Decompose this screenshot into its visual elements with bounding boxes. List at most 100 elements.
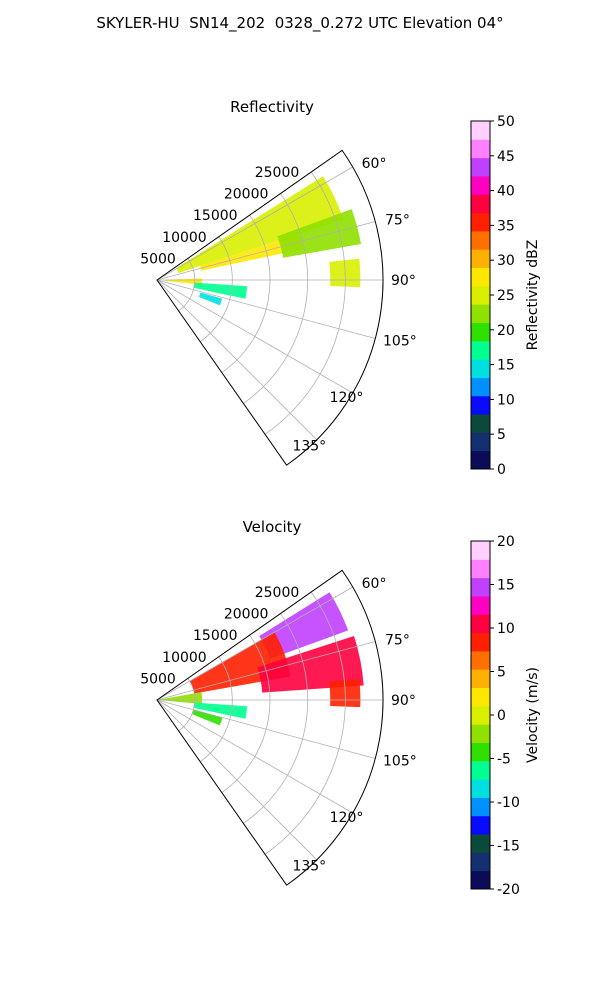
colorbar-tick-label: 15 [497,578,515,594]
colorbar-segment [471,450,490,470]
sector-background [157,570,383,886]
range-tick-label: 5000 [140,671,176,687]
colorbar-tick-label: 20 [497,323,515,339]
colorbar-segment [471,742,490,762]
range-ring [199,656,233,763]
azimuth-tick-label: 135° [292,438,326,454]
echo-region [277,209,362,258]
colorbar-tick-label: 20 [497,534,515,550]
colorbar-tick-label: 5 [497,665,506,681]
colorbar-segment [471,432,490,452]
azimuth-tick-label: 105° [383,334,417,350]
colorbar-segment [471,395,490,415]
colorbar-tick-label: 30 [497,253,515,269]
colorbar-tick-label: 50 [497,114,515,130]
range-tick-label: 20000 [224,187,269,203]
azimuth-tick-label: 75° [385,632,410,648]
colorbar-tick-label: 45 [497,149,515,165]
echo-region [191,709,223,726]
colorbar-segment [471,175,490,195]
colorbar-segment [471,340,490,360]
colorbar-segment [471,212,490,232]
azimuth-tick-label: 75° [385,212,410,228]
colorbar-tick-label: 0 [497,708,506,724]
colorbar-segment [471,249,490,269]
azimuth-gridline [156,279,318,441]
colorbar-segment [471,632,490,652]
colorbar-segment [471,705,490,725]
colorbar-segment [471,834,490,853]
echo-region [157,692,203,704]
colorbar-label: Velocity (m/s) [525,667,541,763]
azimuth-tick-label: 60° [362,576,387,592]
colorbar-segment [471,267,490,287]
panel-title: Velocity [243,518,302,536]
sector-outline [156,569,384,886]
colorbar-segment [471,285,490,305]
colorbar-segment [471,797,490,817]
azimuth-gridline [156,699,376,759]
colorbar-segment [471,194,490,214]
echo-region [193,282,248,299]
range-tick-label: 5000 [140,251,176,267]
range-tick-label: 15000 [193,208,238,224]
range-tick-label: 10000 [162,650,207,666]
figure-suptitle: SKYLER-HU SN14_202 0328_0.272 UTC Elevat… [96,14,504,32]
reflectivity-panel: Reflectivity500010000150002000025000Mete… [140,98,541,478]
colorbar-segment [471,230,490,250]
colorbar-segment [471,687,490,707]
colorbar-tick-label: -15 [497,839,520,855]
azimuth-tick-label: 120° [330,390,364,406]
colorbar-segment [471,414,490,433]
range-tick-label: 20000 [224,607,269,623]
colorbar-segment [471,121,490,140]
colorbar-tick-label: -10 [497,795,520,811]
range-tick-label: 15000 [193,628,238,644]
colorbar-tick-label: 25 [497,288,515,304]
range-ring [243,193,309,404]
azimuth-tick-label: 90° [391,693,416,709]
azimuth-gridline [156,166,353,281]
colorbar-segment [471,595,490,615]
colorbar-segment [471,359,490,378]
range-tick-label: 25000 [255,585,300,601]
colorbar-segment [471,559,490,579]
azimuth-gridline [156,699,318,861]
azimuth-gridline [156,641,376,701]
azimuth-gridline [156,279,353,394]
colorbar-label: Reflectivity dBZ [525,240,541,351]
colorbar-segment [471,650,490,670]
echo-region [193,702,248,719]
colorbar-tick-label: -5 [497,752,511,768]
colorbar-tick-label: -20 [497,882,520,898]
range-ring [243,613,309,824]
colorbar-tick-label: 0 [497,462,506,478]
colorbar-segment [471,614,490,634]
colorbar-segment [471,377,490,397]
colorbar-segment [471,852,490,872]
azimuth-gridline [156,279,376,339]
azimuth-tick-label: 105° [383,754,417,770]
colorbar-tick-label: 40 [497,184,515,200]
colorbar-segment [471,779,490,798]
colorbar-segment [471,541,490,560]
azimuth-gridline [156,699,353,814]
range-tick-label: 25000 [255,165,300,181]
range-ring [264,591,346,855]
colorbar-tick-label: 15 [497,358,515,374]
colorbar-segment [471,139,490,159]
range-ring [221,214,271,373]
panel-title: Reflectivity [230,98,314,116]
azimuth-tick-label: 90° [391,273,416,289]
colorbar-segment [471,669,490,689]
azimuth-tick-label: 60° [362,156,387,172]
colorbar-segment [471,577,490,597]
echo-region [257,635,364,693]
colorbar-segment [471,760,490,780]
colorbar-segment [471,815,490,835]
azimuth-tick-label: 120° [330,810,364,826]
range-ring [199,236,233,343]
azimuth-gridline [156,586,353,701]
echo-region [198,292,223,306]
